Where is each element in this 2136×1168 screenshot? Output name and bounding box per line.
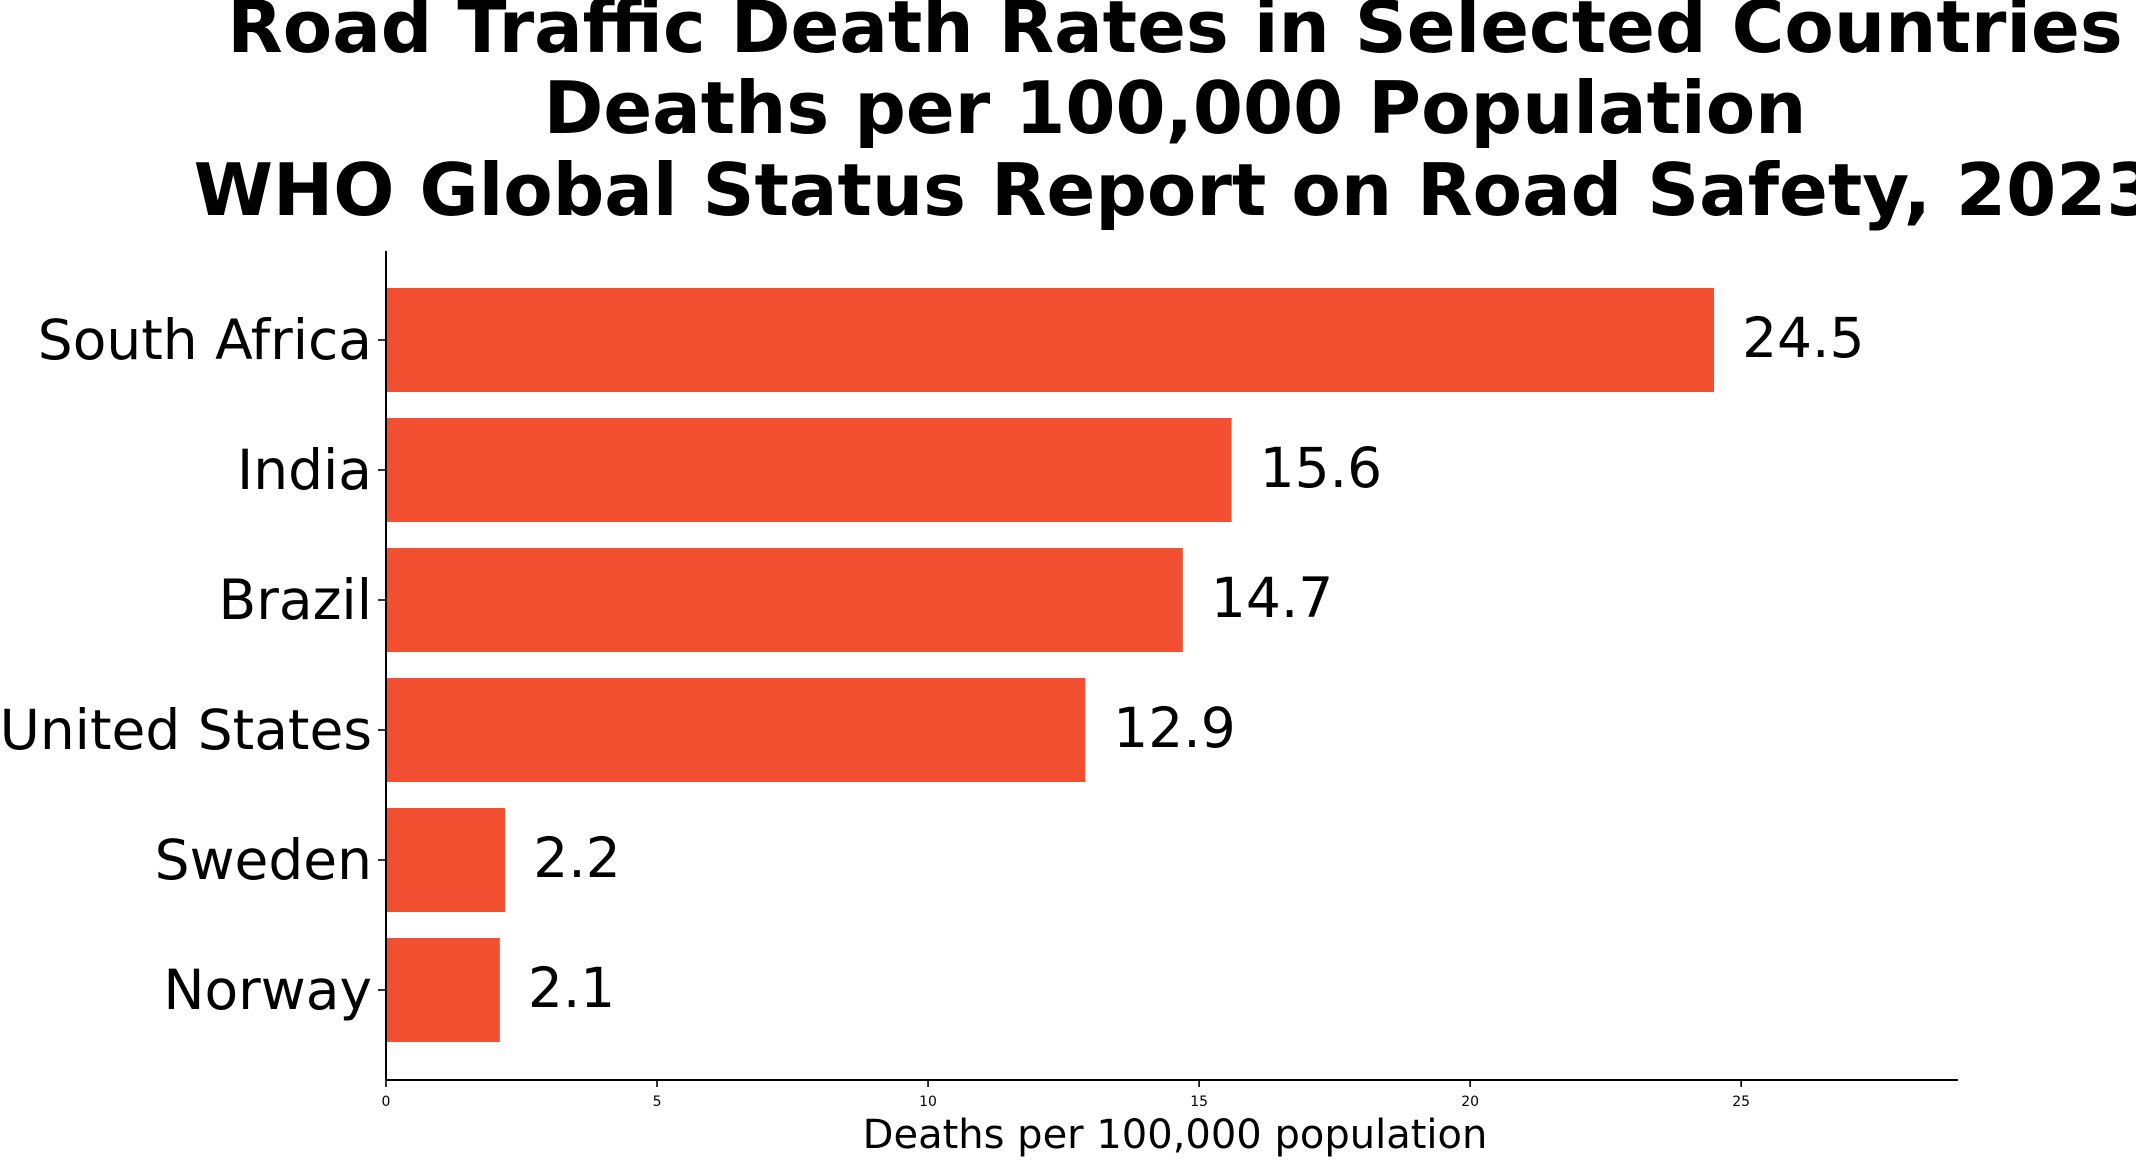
value-label-brazil: 14.7 — [1211, 566, 1333, 630]
bar-brazil — [386, 548, 1183, 652]
bar-sweden — [386, 808, 506, 912]
category-labels: South Africa India Brazil United States Swed… — [0, 308, 386, 1022]
chart-title-line-1: Road Traffic Death Rates in Selected Cou… — [227, 0, 2122, 69]
x-axis-ticks: 0 5 10 15 20 25 — [382, 1080, 1750, 1110]
category-label-brazil: Brazil — [219, 568, 372, 632]
value-label-sweden: 2.2 — [533, 826, 620, 890]
bar-norway — [386, 938, 500, 1042]
value-label-south-africa: 24.5 — [1742, 306, 1864, 370]
category-label-norway: Norway — [163, 958, 372, 1022]
chart-title-line-3: WHO Global Status Report on Road Safety,… — [194, 148, 2136, 232]
bar-india — [386, 418, 1232, 522]
value-labels: 24.5 15.6 14.7 12.9 2.2 2.1 — [528, 306, 1865, 1020]
x-tick-label-0: 0 — [382, 1094, 391, 1110]
category-label-sweden: Sweden — [155, 828, 372, 892]
value-label-united-states: 12.9 — [1113, 696, 1235, 760]
x-axis-label: Deaths per 100,000 population — [863, 1112, 1488, 1158]
category-label-india: India — [237, 438, 372, 502]
value-label-india: 15.6 — [1260, 436, 1382, 500]
x-tick-label-15: 15 — [1190, 1094, 1208, 1110]
x-tick-label-10: 10 — [919, 1094, 937, 1110]
category-label-united-states: United States — [0, 698, 372, 762]
x-tick-label-5: 5 — [653, 1094, 662, 1110]
bar-united-states — [386, 678, 1086, 782]
category-label-south-africa: South Africa — [38, 308, 372, 372]
axes — [385, 251, 1958, 1081]
x-tick-label-20: 20 — [1461, 1094, 1479, 1110]
bars — [386, 288, 1715, 1042]
x-tick-label-25: 25 — [1732, 1094, 1750, 1110]
chart-title-line-2: Deaths per 100,000 Population — [544, 66, 1807, 150]
value-label-norway: 2.1 — [528, 956, 615, 1020]
bar-south-africa — [386, 288, 1715, 392]
chart-title: Road Traffic Death Rates in Selected Cou… — [194, 0, 2136, 232]
